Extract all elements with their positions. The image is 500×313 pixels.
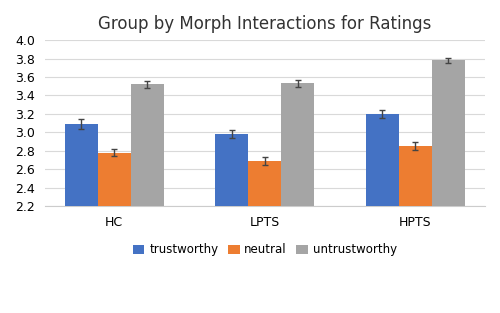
Bar	[131, 85, 164, 206]
Bar	[215, 134, 248, 206]
Bar	[64, 124, 98, 206]
Bar	[366, 114, 399, 206]
Bar	[248, 161, 282, 206]
Bar	[399, 146, 432, 206]
Legend: trustworthy, neutral, untrustworthy: trustworthy, neutral, untrustworthy	[128, 239, 402, 261]
Bar	[98, 152, 131, 206]
Title: Group by Morph Interactions for Ratings: Group by Morph Interactions for Ratings	[98, 15, 432, 33]
Bar	[282, 84, 314, 206]
Bar	[432, 60, 465, 206]
